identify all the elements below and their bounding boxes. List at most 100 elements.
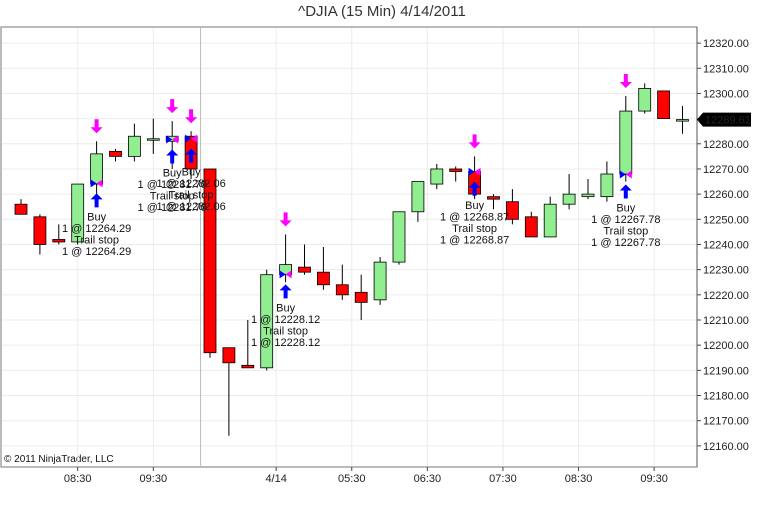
candle-body	[52, 239, 66, 243]
signal-label: 1 @ 12267.78	[591, 237, 660, 249]
candle-down	[657, 90, 670, 120]
candle-up	[127, 123, 141, 162]
last-price-box	[697, 112, 751, 127]
candle-up	[562, 174, 576, 210]
grid-lines	[2, 28, 696, 466]
exit-down-arrow-icon	[166, 99, 179, 114]
candle-down	[524, 211, 538, 238]
signal-label: Trail stop	[603, 226, 648, 238]
candle-down	[505, 189, 519, 225]
candle-body	[222, 347, 236, 364]
candle-down	[298, 244, 311, 275]
signal-label: Buy	[465, 200, 484, 212]
candle-down	[203, 168, 217, 358]
candle-up	[392, 211, 406, 265]
exit-marker-icon	[474, 167, 481, 176]
price-tick-label: 12320.00	[703, 38, 749, 50]
candle-body	[71, 183, 85, 243]
price-tick-label: 12280.00	[703, 139, 749, 151]
signal-label: 1 @ 12264.29	[62, 223, 131, 235]
candle-up	[600, 161, 614, 202]
signal-label: Buy	[87, 211, 106, 223]
exit-marker-icon	[172, 135, 179, 144]
price-tick-label: 12170.00	[703, 416, 749, 428]
candle-down	[241, 320, 255, 369]
exit-down-arrow-icon	[619, 73, 632, 88]
candle-body	[581, 193, 595, 198]
candle-body	[354, 291, 368, 303]
buy-up-arrow-icon	[279, 284, 292, 299]
time-tick-label: 09:30	[140, 473, 168, 485]
time-axis: 08:30 09:30 4/14 05:30 06:30 07:30 08:30 09:30	[64, 467, 668, 485]
candle-down	[52, 224, 66, 245]
candle-body	[524, 216, 538, 238]
price-tick-label: 12180.00	[703, 391, 749, 403]
candle-body	[14, 203, 28, 215]
price-tick-label: 12160.00	[703, 441, 749, 453]
candle-body	[638, 88, 652, 112]
candle-body	[676, 119, 689, 122]
candle-body	[619, 110, 633, 175]
price-tick-label: 12240.00	[703, 239, 749, 251]
candle-body	[335, 284, 349, 296]
buy-up-arrow-icon	[468, 181, 481, 196]
price-tick-label: 12250.00	[703, 214, 749, 226]
time-tick-label: 08:30	[64, 473, 92, 485]
price-tick-label: 12310.00	[703, 63, 749, 75]
signal-label: 1 @ 12228.12	[251, 314, 320, 326]
time-tick-label: 08:30	[565, 473, 593, 485]
signal-label: 1 @ 12281.70	[138, 202, 207, 214]
candle-up	[260, 269, 274, 371]
buy-up-arrow-icon	[90, 193, 103, 208]
signal-label: 1 @ 12282.06	[156, 178, 225, 190]
signal-label: Buy	[616, 203, 635, 215]
price-tick-label: 12220.00	[703, 290, 749, 302]
candle-body	[449, 168, 463, 172]
candle-body	[127, 135, 141, 157]
candle-down	[33, 214, 47, 255]
candle-body	[430, 168, 444, 185]
candle-down	[109, 148, 122, 162]
price-axis: 12320.0012310.0012300.0012290.0012280.00…	[697, 38, 749, 453]
signal-label: Trail stop	[74, 234, 119, 246]
exit-down-arrow-icon	[185, 109, 198, 124]
signal-label: Buy	[163, 168, 182, 180]
candle-body	[487, 196, 500, 200]
candle-body	[505, 201, 519, 220]
candle-up	[411, 181, 425, 222]
candle-body	[279, 264, 293, 276]
signal-label: Buy	[182, 167, 201, 179]
price-tick-label: 12210.00	[703, 315, 749, 327]
candle-body	[146, 138, 160, 141]
last-price-marker: 12289.61	[697, 112, 751, 127]
signal-label: 1 @ 12268.87	[440, 211, 509, 223]
candle-down	[449, 166, 463, 182]
candle-body	[543, 203, 557, 238]
candle-body	[241, 364, 255, 369]
exit-marker-icon	[625, 170, 632, 179]
time-tick-label: 4/14	[265, 473, 286, 485]
candle-up	[619, 95, 633, 182]
candle-body	[562, 193, 576, 205]
exit-down-arrow-icon	[279, 212, 292, 227]
candle-body	[600, 173, 614, 198]
signal-label: 1 @ 12264.29	[62, 246, 131, 258]
signal-label: Trail stop	[452, 223, 497, 235]
candle-body	[33, 216, 47, 245]
buy-up-arrow-icon	[166, 149, 179, 164]
signal-label: Buy	[276, 302, 295, 314]
copyright-text: © 2011 NinjaTrader, LLC	[4, 454, 114, 465]
buy-up-arrow-icon	[185, 148, 198, 163]
chart-title: ^DJIA (15 Min) 4/14/2011	[298, 3, 466, 20]
entry-marker-icon	[279, 270, 286, 279]
candle-up	[638, 83, 652, 114]
